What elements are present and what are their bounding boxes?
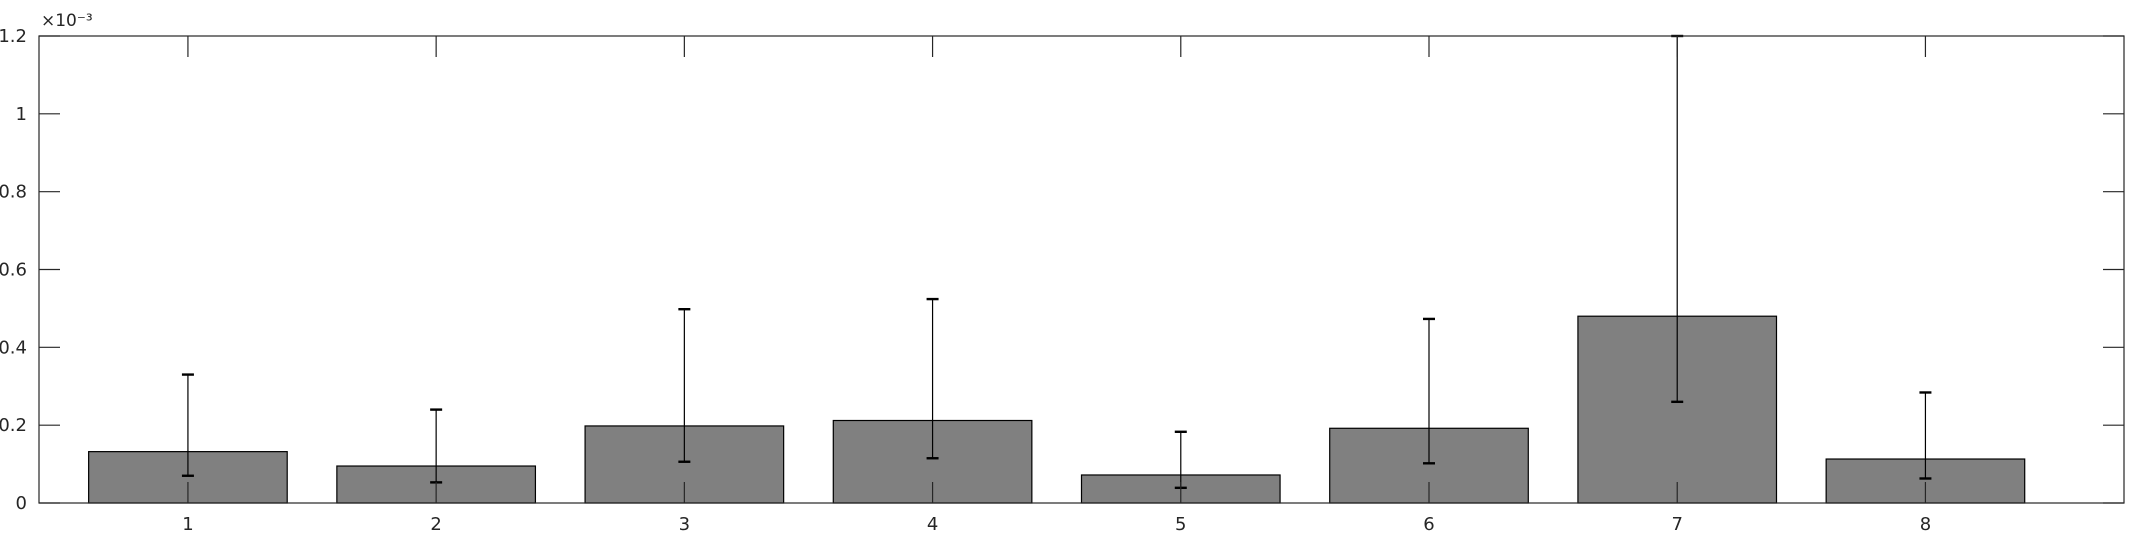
x-tick-label: 2 xyxy=(430,514,441,533)
x-tick-label: 3 xyxy=(679,514,690,533)
x-tick-label: 7 xyxy=(1671,514,1682,533)
error-bars xyxy=(181,34,1932,490)
y-tick-label: 1 xyxy=(16,104,27,125)
y-tick-label: 1.2 xyxy=(0,26,27,47)
y-tick-label: 0.8 xyxy=(0,182,27,203)
plot-area-frame xyxy=(38,35,2125,504)
x-tick-label: 1 xyxy=(182,514,193,533)
y-tick-label: 0.6 xyxy=(0,260,27,281)
y-exponent-label: ×10⁻³ xyxy=(41,11,93,31)
y-tick-label: 0 xyxy=(16,493,27,514)
bars xyxy=(88,315,2026,504)
x-tick-label: 6 xyxy=(1423,514,1434,533)
axis-ticks: 1 2 3 4 5 6 7 8 0 0.2 0.4 0.6 0.8 1 1.2 xyxy=(0,26,2124,533)
x-tick-label: 8 xyxy=(1920,514,1931,533)
y-tick-label: 0.4 xyxy=(0,337,27,358)
x-tick-label: 5 xyxy=(1175,514,1186,533)
x-tick-label: 4 xyxy=(927,514,938,533)
y-tick-label: 0.2 xyxy=(0,415,27,436)
